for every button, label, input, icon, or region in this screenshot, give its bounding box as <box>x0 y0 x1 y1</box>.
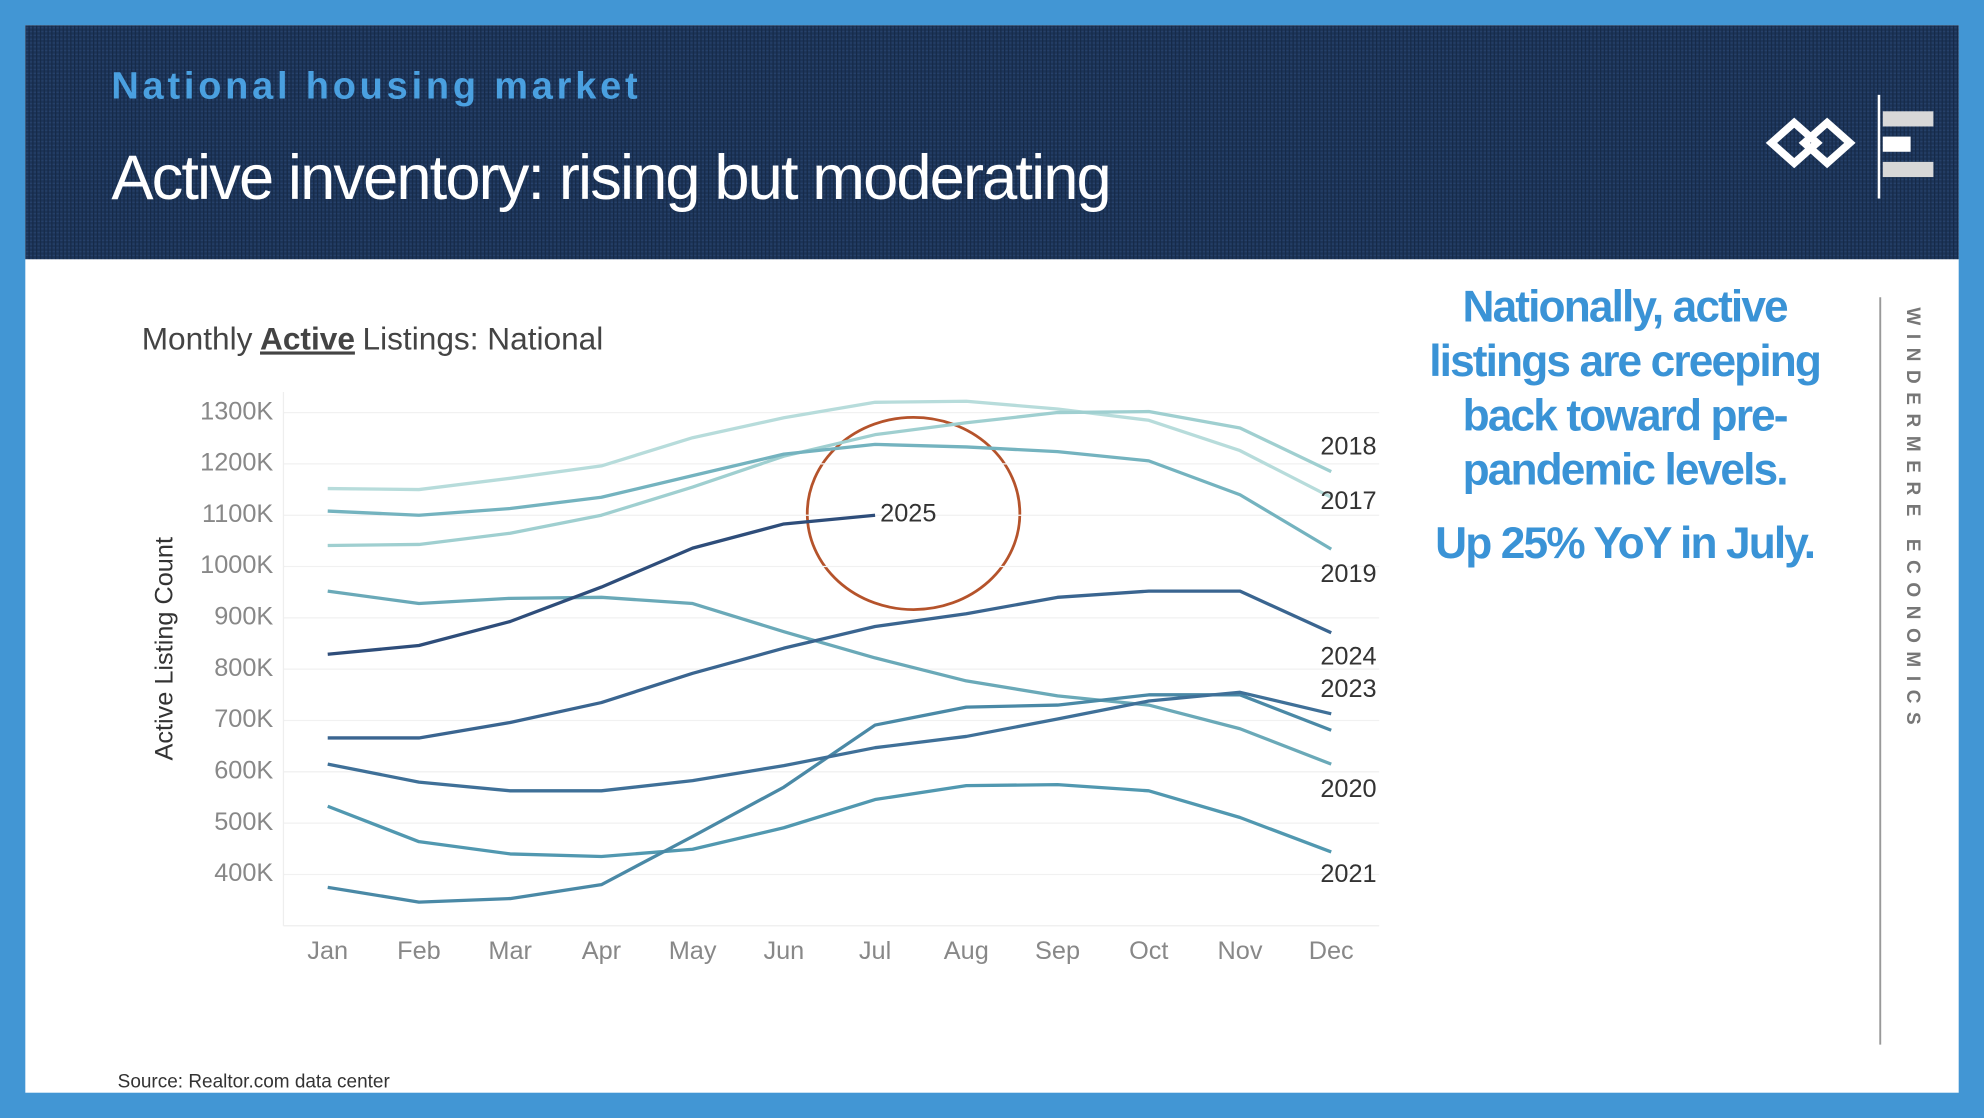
series-label: 2017 <box>1320 487 1376 515</box>
y-tick-label: 800K <box>214 654 273 682</box>
series-label: 2025 <box>880 499 936 527</box>
title-part: Listings: National <box>363 321 604 357</box>
logo <box>1765 117 1856 169</box>
x-tick-label: Dec <box>1309 937 1354 965</box>
series-line <box>327 589 1332 766</box>
highlight-circle <box>805 415 1022 611</box>
y-tick-label: 900K <box>214 603 273 631</box>
x-tick-label: Jun <box>763 937 804 965</box>
series-line <box>327 513 876 656</box>
source: Source: Realtor.com data center <box>118 1072 390 1093</box>
x-tick-label: Mar <box>488 937 532 965</box>
x-tick-label: Nov <box>1217 937 1262 965</box>
y-tick-label: 400K <box>214 859 273 887</box>
plot: 400K 500K 600K 700K 800K 900K 1000K 1100K 1200K 1… <box>200 392 1380 965</box>
series-label: 2019 <box>1320 560 1376 588</box>
x-tick-label: Sep <box>1035 937 1080 965</box>
x-tick-label: Oct <box>1129 937 1168 965</box>
x-tick-label: May <box>669 937 717 965</box>
series-line <box>327 409 1332 548</box>
banner <box>25 25 1959 260</box>
x-tick-label: Feb <box>397 937 441 965</box>
series-label: 2018 <box>1320 432 1376 460</box>
series-label: 2020 <box>1320 775 1376 803</box>
x-tick-label: Apr <box>582 937 621 965</box>
title-part: Active <box>260 321 355 357</box>
y-tick-label: 1000K <box>200 551 273 579</box>
y-tick-label: 1200K <box>200 449 273 477</box>
title: Active inventory: rising but moderating <box>111 143 1110 213</box>
kicker: National housing market <box>111 66 641 108</box>
x-tick-label: Jan <box>307 937 348 965</box>
y-tick-label: 500K <box>214 808 273 836</box>
series-line <box>327 442 1333 551</box>
y-tick-label: 1300K <box>200 397 273 425</box>
y-axis-label: Active Listing Count <box>150 537 178 761</box>
logo-mark <box>1877 94 1934 199</box>
callout-line: listings are creeping <box>1429 337 1820 386</box>
chart-title: Monthly Active Listings: National <box>142 321 604 357</box>
series-label: 2021 <box>1320 860 1376 888</box>
series-line <box>327 399 1332 499</box>
y-tick-label: 700K <box>214 705 273 733</box>
title-part: Monthly <box>142 321 253 357</box>
callout-line: Nationally, active <box>1463 283 1789 332</box>
callout-line: pandemic levels. <box>1463 446 1787 495</box>
series-line <box>327 782 1332 859</box>
callout: Nationally, active listings are creeping b… <box>1429 283 1822 568</box>
series-line <box>327 589 1332 740</box>
series-label: 2023 <box>1320 675 1376 703</box>
y-tick-label: 1100K <box>202 500 273 528</box>
callout-highlight: Up 25% YoY in July. <box>1435 519 1814 568</box>
series-line <box>327 690 1332 793</box>
callout-line: back toward pre- <box>1463 391 1787 440</box>
side-label: WINDERMERE ECONOMICS <box>1902 307 1923 733</box>
y-tick-label: 600K <box>214 757 273 785</box>
x-tick-label: Jul <box>859 937 891 965</box>
series-label: 2024 <box>1320 642 1376 670</box>
x-tick-label: Aug <box>944 937 989 965</box>
